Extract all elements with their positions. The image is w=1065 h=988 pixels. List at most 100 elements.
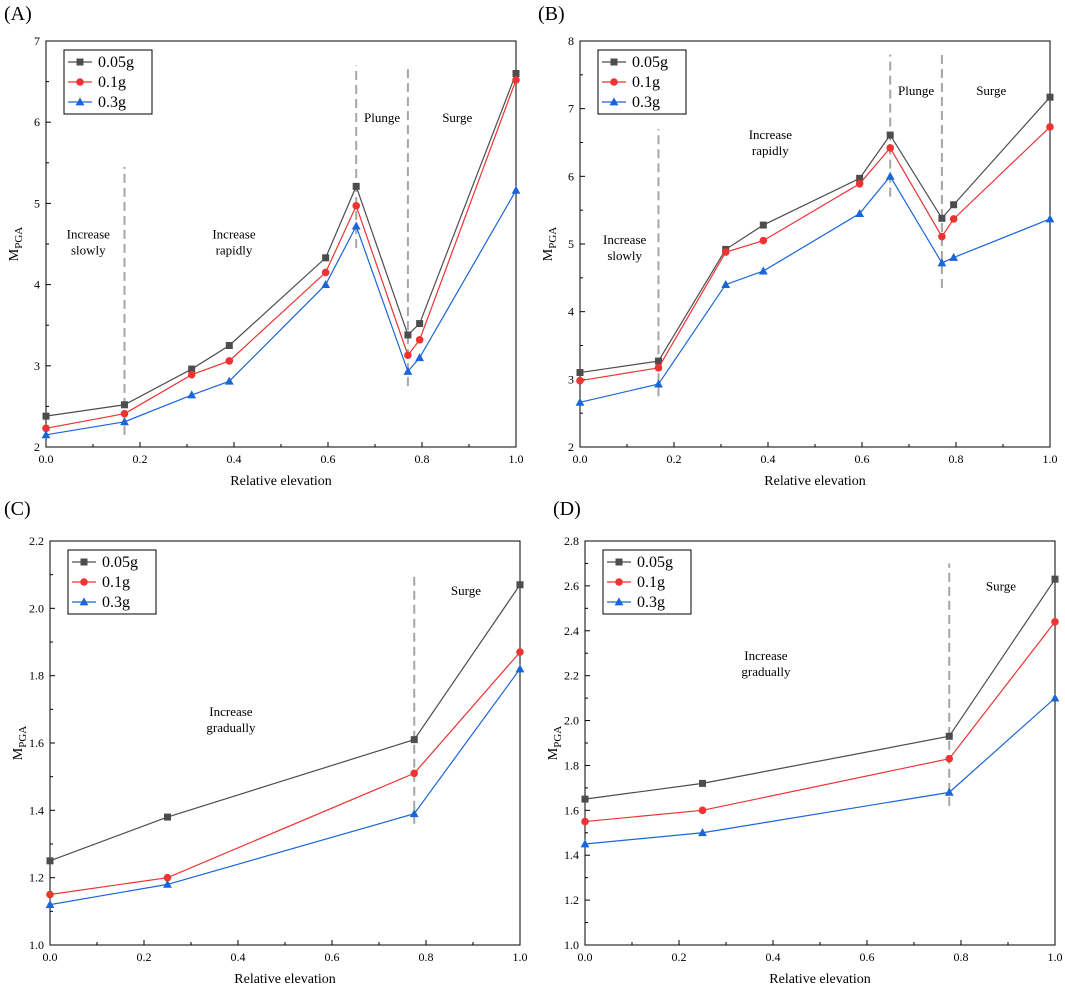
y-tick-label: 2.2 — [564, 669, 579, 683]
data-point-0.3g — [403, 366, 413, 375]
data-point-0.1g — [120, 409, 129, 418]
stage-annotation-line: Increase — [603, 232, 647, 247]
x-tick-label: 0.6 — [855, 452, 870, 466]
series-line-0.1g — [45, 79, 517, 429]
stage-annotation-line: rapidly — [752, 143, 789, 158]
y-tick-label: 6 — [568, 169, 574, 183]
legend-marker-0.1g — [615, 578, 623, 586]
x-tick-label: 0.4 — [761, 452, 776, 466]
data-point-0.1g — [886, 144, 894, 152]
stage-annotation-line: gradually — [206, 720, 256, 735]
stage-annotation-line: gradually — [741, 664, 791, 679]
x-tick-label: 0.0 — [39, 452, 54, 466]
legend-label: 0.3g — [102, 594, 130, 611]
stage-annotation: Increase rapidly — [749, 127, 793, 158]
data-point-0.05g — [1051, 575, 1059, 583]
legend-label: 0.3g — [637, 594, 665, 611]
x-tick-label: 1.0 — [513, 950, 528, 964]
legend-label: 0.3g — [98, 94, 126, 111]
data-point-0.05g — [322, 254, 330, 262]
y-tick-label: 1.4 — [29, 803, 44, 817]
y-tick-label: 1.6 — [564, 803, 579, 817]
data-point-0.1g — [225, 357, 234, 365]
legend-label: 0.05g — [632, 54, 668, 71]
data-point-0.05g — [352, 182, 360, 190]
y-axis-title: MPGA — [7, 227, 25, 262]
y-axis-title-subscript: PGA — [547, 227, 559, 249]
data-point-0.05g — [46, 857, 54, 865]
stage-annotation-line: slowly — [607, 248, 642, 263]
y-axis-title: MPGA — [546, 726, 564, 761]
stage-annotation-line: Surge — [986, 578, 1016, 593]
data-point-0.05g — [1046, 93, 1054, 101]
y-tick-label: 2 — [568, 440, 574, 454]
series-line-0.3g — [45, 190, 517, 436]
data-point-0.3g — [575, 397, 585, 406]
legend-label: 0.3g — [632, 94, 660, 111]
x-tick-label: 0.0 — [578, 950, 593, 964]
y-tick-label: 2.2 — [29, 534, 44, 548]
legend-label: 0.1g — [98, 74, 126, 91]
stage-annotation-line: Increase — [749, 127, 793, 142]
stage-annotation-line: Surge — [976, 83, 1006, 98]
data-point-0.05g — [950, 201, 958, 209]
stage-annotation: Increase rapidly — [212, 226, 256, 257]
y-tick-label: 2.4 — [564, 624, 579, 638]
y-tick-label: 6 — [34, 115, 40, 129]
stage-annotation-line: rapidly — [216, 242, 253, 257]
data-point-0.1g — [581, 817, 589, 826]
data-point-0.3g — [654, 379, 663, 388]
legend-marker-0.05g — [80, 558, 88, 566]
y-tick-label: 1.8 — [564, 758, 579, 772]
x-tick-label: 0.4 — [227, 452, 242, 466]
x-tick-label: 1.0 — [509, 452, 524, 466]
legend-marker-0.1g — [80, 578, 88, 586]
series-line-0.05g — [579, 96, 1051, 374]
y-axis-title-main: M — [546, 747, 561, 760]
data-point-0.05g — [416, 320, 424, 328]
chart-panel-c: (C) 0.0 0.2 0.4 0.6 0.8 1.0 1.0 1.2 1.4 1.6 1.8 2.0 2… — [4, 498, 528, 987]
x-tick-label: 0.6 — [325, 950, 340, 964]
data-point-0.05g — [410, 736, 418, 744]
series-line-0.3g — [584, 697, 1056, 845]
data-point-0.3g — [1045, 214, 1055, 223]
data-point-0.3g — [41, 430, 51, 439]
data-point-0.05g — [516, 581, 524, 589]
data-point-0.3g — [187, 390, 197, 399]
y-axis-title-subscript: PGA — [13, 227, 25, 249]
stage-annotation-line: Surge — [451, 583, 481, 598]
y-tick-label: 4 — [34, 278, 40, 292]
stage-annotation: Increase gradually — [741, 648, 791, 679]
data-point-0.05g — [225, 342, 233, 349]
stage-annotation: Increase gradually — [206, 704, 256, 735]
chart-panel-d: (D) 0.0 0.2 0.4 0.6 0.8 1.0 1.0 1.2 1.4 1.6 1.8 2.0 2… — [546, 498, 1063, 987]
legend-marker-0.05g — [610, 58, 618, 66]
data-point-0.05g — [164, 813, 171, 821]
y-tick-label: 1.0 — [564, 938, 579, 952]
data-point-0.1g — [759, 236, 768, 245]
data-point-0.05g — [188, 365, 196, 373]
y-tick-label: 3 — [34, 359, 40, 373]
stage-annotation: Surge — [451, 583, 481, 598]
data-point-0.1g — [415, 336, 424, 344]
y-tick-label: 2 — [34, 440, 40, 454]
stage-annotation-line: Increase — [744, 648, 788, 663]
x-tick-label: 0.2 — [667, 452, 682, 466]
y-tick-label: 1.8 — [29, 669, 44, 683]
stage-annotation-line: Increase — [67, 226, 111, 241]
legend-marker-0.3g — [614, 597, 624, 606]
y-tick-label: 3 — [568, 372, 574, 386]
data-point-0.1g — [163, 873, 172, 882]
data-point-0.1g — [321, 268, 330, 277]
data-point-0.3g — [351, 221, 361, 230]
data-point-0.05g — [120, 401, 128, 409]
data-point-0.05g — [856, 174, 864, 182]
x-tick-label: 0.0 — [573, 452, 588, 466]
y-axis-title-main: M — [7, 248, 22, 261]
data-point-0.3g — [45, 900, 55, 908]
data-point-0.3g — [937, 258, 947, 267]
legend-marker-0.3g — [609, 97, 619, 106]
x-tick-label: 0.8 — [415, 452, 430, 466]
data-point-0.05g — [581, 795, 589, 803]
